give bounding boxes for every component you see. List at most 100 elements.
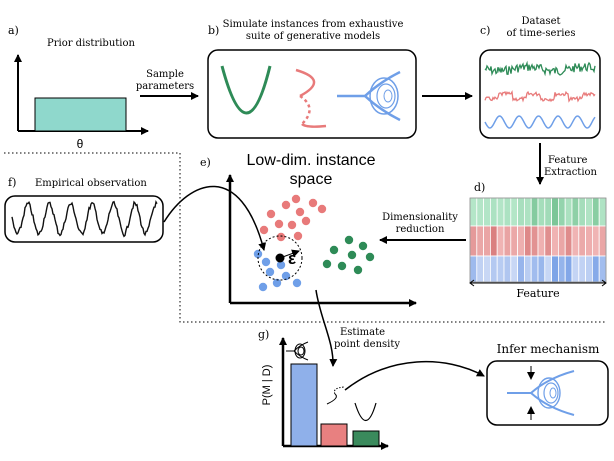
panel-f-label: f)	[8, 176, 16, 189]
feature-cell	[524, 197, 532, 227]
prior-uniform-box	[34, 97, 127, 132]
feature-cell	[592, 197, 600, 227]
green-cluster	[322, 235, 375, 275]
feature-cell	[564, 255, 573, 283]
extraction-label: Extraction	[544, 167, 598, 178]
feature-cell	[483, 197, 491, 227]
feature-cell	[489, 225, 498, 257]
feature-cell	[489, 197, 498, 227]
feature-cell	[476, 255, 484, 283]
feature-cell	[503, 197, 512, 227]
panel-c-title-line2: of time-series	[507, 28, 576, 39]
red-cluster	[259, 194, 327, 242]
feature-cell	[517, 255, 525, 283]
feature-cell	[578, 255, 586, 283]
feature-cell	[483, 225, 491, 257]
feature-cell	[585, 255, 593, 283]
feature-cell	[551, 197, 559, 227]
feature-cell	[571, 225, 580, 257]
feature-cell	[530, 225, 539, 257]
feature-cell	[476, 197, 484, 227]
feature-matrix-frame	[469, 197, 607, 283]
dataset-box	[479, 49, 601, 139]
empirical-series	[11, 200, 158, 238]
feature-cell	[558, 255, 566, 283]
feature-cell	[564, 197, 573, 227]
panel-e: e) Low-dim. instance space ε	[200, 152, 417, 307]
feature-cell	[592, 225, 600, 257]
feature-cell	[524, 255, 532, 283]
feature-cell	[510, 255, 518, 283]
epsilon-neighborhood	[257, 235, 303, 281]
parabola-mini-icon	[354, 402, 377, 422]
panel-d: d) Feature	[469, 181, 607, 300]
feature-cell	[510, 197, 518, 227]
feature-cell	[544, 255, 552, 283]
feature-cell	[469, 197, 478, 227]
feature-cell	[537, 197, 546, 227]
feature-cell	[544, 225, 552, 257]
feature-cell	[578, 225, 586, 257]
feature-label: Feature	[548, 155, 588, 166]
feature-cell	[496, 255, 505, 283]
feature-cell	[496, 225, 505, 257]
panel-d-label: d)	[474, 181, 485, 194]
panel-g-label: g)	[258, 328, 269, 341]
feature-cell	[503, 255, 512, 283]
panel-c-title-line1: Dataset	[521, 16, 560, 27]
feature-cell	[551, 225, 559, 257]
feature-cell	[530, 197, 539, 227]
mechanism-box	[486, 360, 609, 426]
panel-a-title: Prior distribution	[47, 38, 135, 49]
feature-cell	[598, 197, 607, 227]
posterior-bar-2	[320, 423, 348, 447]
hopf-model	[337, 70, 401, 122]
parameters-label: parameters	[136, 81, 194, 92]
feature-cell	[585, 225, 593, 257]
panel-f-title: Empirical observation	[35, 178, 147, 189]
hopf-mini-icon	[286, 341, 309, 361]
feature-cell	[524, 225, 532, 257]
feature-cell	[598, 255, 607, 283]
observation-box	[4, 195, 164, 243]
feature-cell	[578, 197, 586, 227]
feature-cell	[551, 255, 559, 283]
sample-label: Sample	[146, 69, 184, 80]
feature-matrix	[469, 197, 607, 283]
panel-e-title-line2: space	[290, 171, 333, 188]
feature-cell	[496, 197, 505, 227]
panel-g: g) P(M | D) Infer mechanism	[258, 328, 609, 450]
hopf-mechanism-diagram	[507, 370, 575, 416]
panel-a-label: a)	[8, 24, 19, 37]
fold-mini-icon	[326, 386, 345, 405]
feature-cell	[483, 255, 491, 283]
feature-cell	[558, 225, 566, 257]
models-box	[207, 49, 417, 139]
parabola-model	[220, 65, 272, 115]
feature-cell	[598, 225, 607, 257]
panel-e-title-line1: Low-dim. instance	[247, 152, 376, 169]
posterior-bars	[290, 363, 380, 447]
panel-b: b) Simulate instances from exhaustive su…	[207, 19, 417, 139]
density-arrow	[315, 289, 338, 367]
ts-red-series	[484, 90, 596, 103]
panel-c: c) Dataset of time-series	[479, 16, 601, 139]
panel-b-title-line2: suite of generative models	[246, 31, 380, 42]
feature-cell	[510, 225, 518, 257]
feature-cell	[469, 255, 478, 283]
projection-arrow	[163, 185, 267, 251]
fold-model-upper	[295, 68, 316, 98]
feature-cell	[571, 197, 580, 227]
panel-a: a) Prior distribution θ	[8, 24, 149, 151]
feature-axis-label: Feature	[516, 287, 559, 300]
feature-cell	[564, 225, 573, 257]
dimred-label-2: reduction	[396, 224, 445, 235]
section-boundary	[4, 152, 606, 323]
feature-cell	[517, 197, 525, 227]
dimred-arrow-group: Dimensionality reduction	[379, 212, 466, 244]
epsilon-radius	[279, 249, 300, 259]
feature-cell	[592, 255, 600, 283]
feature-cell	[503, 225, 512, 257]
feature-cell	[558, 197, 566, 227]
density-label-1: Estimate	[340, 327, 385, 338]
